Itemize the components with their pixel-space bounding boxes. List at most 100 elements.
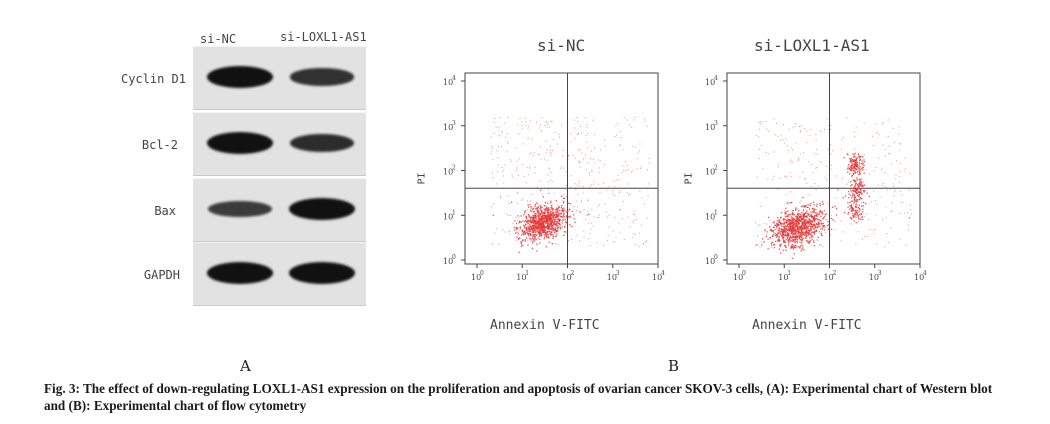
cell-dot [518, 133, 520, 135]
cell-dot [533, 227, 536, 230]
cell-dot [860, 218, 862, 220]
cell-dot [550, 242, 552, 244]
cell-dot [793, 244, 795, 247]
cell-dot [769, 229, 771, 231]
cell-dot [534, 235, 536, 238]
cell-dot [777, 239, 780, 241]
cell-dot [856, 168, 858, 170]
x-tick-exponent: 1 [787, 270, 791, 277]
cell-dot [830, 164, 832, 166]
cell-dot [816, 203, 818, 205]
cell-dot [854, 170, 856, 172]
cell-dot [589, 233, 591, 235]
cell-dot [811, 238, 813, 241]
cell-dot [579, 240, 581, 242]
cell-dot [884, 172, 886, 174]
cell-dot [560, 195, 563, 197]
cell-dot [531, 242, 534, 244]
cell-dot [791, 231, 793, 233]
cell-dot [802, 247, 804, 249]
cell-dot [861, 193, 863, 195]
cell-dot [811, 244, 813, 246]
cell-dot [561, 216, 564, 218]
cell-dot [861, 181, 863, 184]
cell-dot [553, 223, 555, 225]
x-tick-exponent: 1 [525, 270, 529, 277]
cell-dot [855, 209, 857, 211]
cell-dot [815, 225, 817, 228]
cell-dot [547, 230, 549, 233]
cell-dot [785, 249, 787, 251]
cell-dot [495, 126, 497, 128]
cell-dot [571, 210, 574, 212]
cell-dot [796, 239, 799, 241]
cell-dot [552, 221, 554, 223]
cell-dot [549, 232, 551, 235]
cell-dot [538, 221, 541, 223]
x-tick-label: 10 [652, 273, 662, 282]
cell-dot [543, 224, 546, 227]
cell-dot [853, 189, 855, 191]
cell-dot [798, 157, 800, 159]
cell-dot [789, 240, 791, 242]
cell-dot [496, 150, 498, 152]
cell-dot [773, 222, 775, 224]
cell-dot [537, 206, 539, 208]
cell-dot [640, 224, 642, 226]
cell-dot [863, 122, 865, 124]
cell-dot [859, 182, 861, 184]
cell-dot [588, 213, 590, 216]
cell-dot [756, 244, 758, 246]
cell-dot [828, 224, 830, 226]
cell-dot [784, 175, 786, 177]
cell-dot [536, 221, 539, 223]
cell-dot [570, 226, 572, 228]
cell-dot [808, 194, 810, 196]
cell-dot [535, 239, 537, 241]
cell-dot [780, 228, 783, 230]
cell-dot [807, 234, 809, 237]
cell-dot [547, 189, 549, 191]
cell-dot [865, 202, 867, 205]
cell-dot [862, 211, 864, 213]
cell-dot [804, 223, 806, 226]
cell-dot [612, 241, 614, 243]
cell-dot [641, 197, 643, 199]
cell-dot [857, 185, 859, 187]
cell-dot [551, 206, 553, 208]
cell-dot [794, 222, 796, 224]
cell-dot [588, 174, 590, 176]
cell-dot [797, 160, 799, 162]
cell-dot [777, 189, 779, 191]
y-axis-label-plot1: PI [416, 172, 428, 185]
cell-dot [819, 220, 822, 222]
cell-dot [812, 236, 814, 238]
cell-dot [770, 242, 773, 244]
cell-dot [492, 214, 494, 217]
cell-dot [527, 232, 530, 235]
cell-dot [802, 233, 804, 236]
y-tick-exponent: 2 [714, 165, 718, 172]
cell-dot [544, 229, 546, 232]
cell-dot [540, 219, 542, 221]
cell-dot [517, 203, 519, 205]
cell-dot [800, 217, 803, 219]
cell-dot [604, 203, 606, 205]
cell-dot [777, 229, 780, 232]
cell-dot [790, 225, 792, 227]
cell-dot [530, 225, 533, 228]
cell-dot [503, 182, 505, 184]
cell-dot [815, 139, 817, 141]
cell-dot [589, 172, 591, 174]
cell-dot [808, 224, 811, 226]
cell-dot [504, 122, 506, 124]
cell-dot [894, 142, 896, 144]
cell-dot [585, 214, 587, 216]
cell-dot [520, 215, 522, 217]
cell-dot [851, 166, 853, 168]
cell-dot [562, 155, 564, 157]
cell-dot [546, 210, 549, 212]
cell-dot [525, 223, 527, 226]
cell-dot [820, 233, 823, 235]
cell-dot [758, 136, 760, 138]
